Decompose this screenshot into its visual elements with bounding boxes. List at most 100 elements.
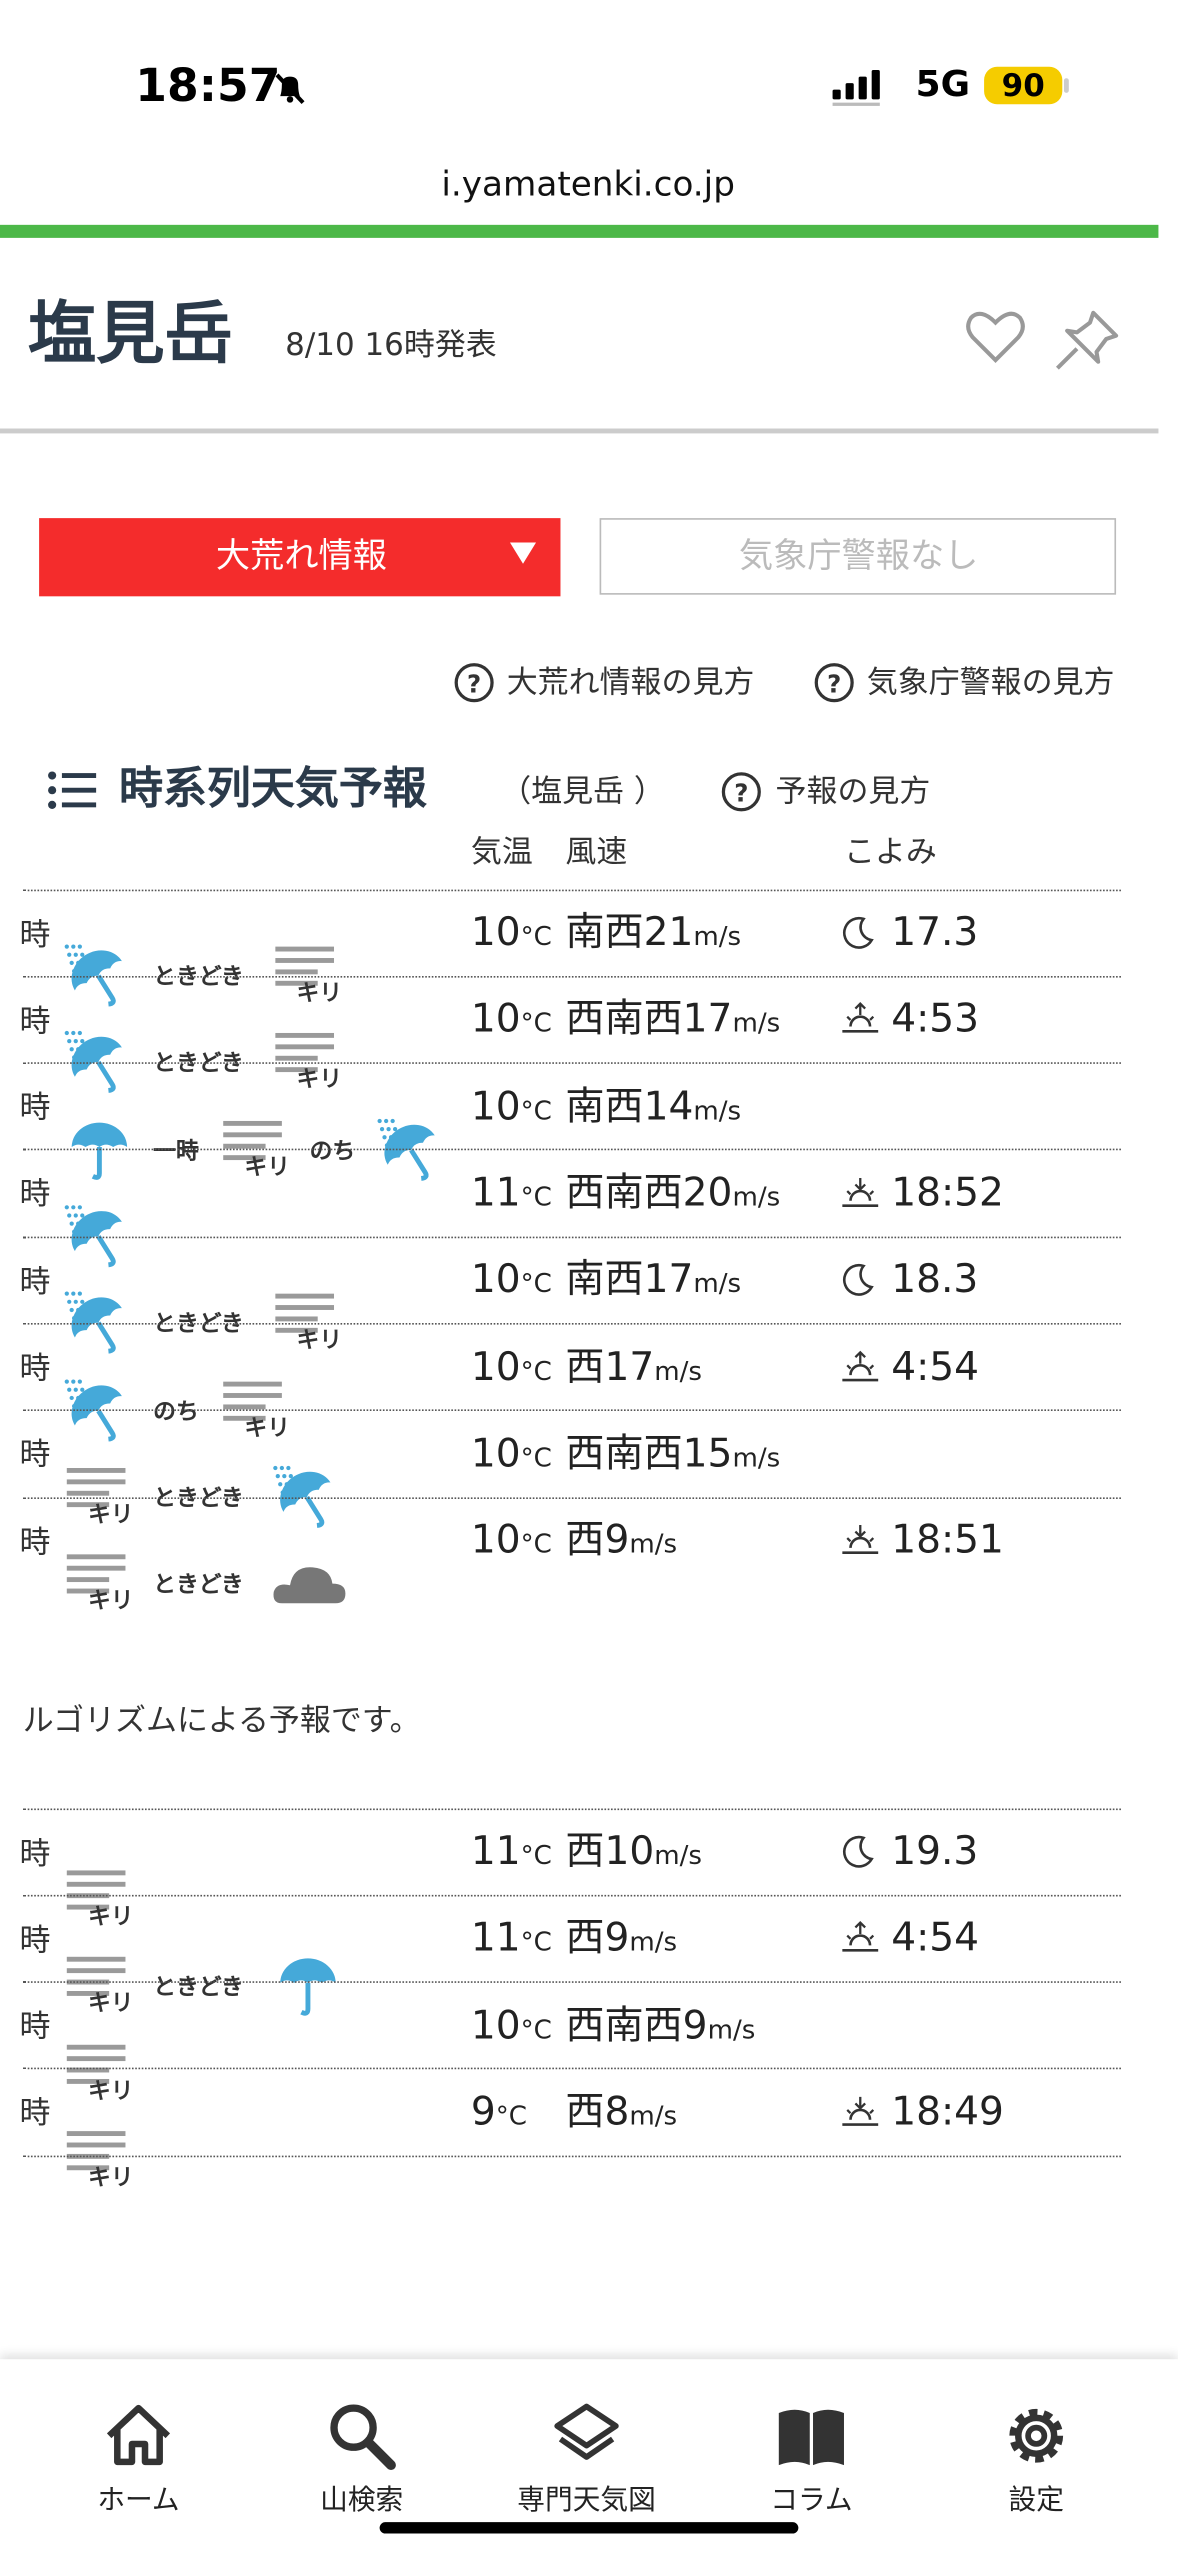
icon-shape <box>80 1299 85 1305</box>
icon-shape <box>66 1479 126 1484</box>
icon-shape <box>384 1124 435 1181</box>
icon-shape <box>73 1213 78 1218</box>
fog-label: キリ <box>88 1904 134 1930</box>
nav-icon[interactable] <box>1000 2400 1072 2472</box>
dropdown-arrow[interactable] <box>509 542 537 564</box>
icon-shape <box>67 1386 72 1392</box>
icon-shape <box>66 1870 126 1876</box>
icon-shape <box>66 2130 126 2136</box>
nav-label[interactable]: 設定 <box>1008 2483 1064 2517</box>
icon-shape <box>275 1033 335 1039</box>
temp-cell: 10°C <box>471 999 552 1038</box>
wind-direction: 南西 <box>565 1082 644 1129</box>
column-header: こよみ <box>843 833 937 870</box>
nav-label[interactable]: コラム <box>770 2483 853 2517</box>
storm-button[interactable] <box>39 518 561 597</box>
help-icon-glyph[interactable]: ? <box>734 777 749 808</box>
temp-unit: °C <box>520 1354 552 1386</box>
icon-shape <box>73 1039 78 1044</box>
icon-shape <box>80 952 85 957</box>
wind-speed: 9 <box>604 1914 630 1961</box>
icon-shape <box>275 1316 318 1322</box>
icon-shape <box>77 944 82 949</box>
help-link[interactable]: 気象庁警報の見方 <box>866 663 1115 700</box>
temp-unit: °C <box>520 2013 552 2045</box>
icon-shape <box>384 1118 389 1123</box>
wind-cell: 西南西9m/s <box>565 2005 755 2044</box>
icon-shape <box>275 1044 335 1050</box>
wind-direction: 西南西 <box>565 1430 683 1476</box>
icon-shape <box>66 1467 126 1473</box>
help-link[interactable]: 予報の見方 <box>775 773 931 809</box>
row-divider <box>22 1322 1121 1325</box>
help-icon[interactable] <box>454 663 494 703</box>
temp-cell: 10°C <box>471 1347 552 1386</box>
nav-label[interactable]: 専門天気図 <box>517 2483 656 2517</box>
time-label: 時 <box>19 2009 51 2045</box>
icon-shape <box>330 2404 377 2451</box>
icon-shape <box>275 969 318 975</box>
icon-shape <box>275 1293 335 1299</box>
wind-unit: m/s <box>693 1094 742 1126</box>
icon-shape <box>66 1501 110 1507</box>
icon-shape <box>66 2044 126 2049</box>
bell-off-icon <box>275 73 305 105</box>
icon-shape <box>842 916 874 949</box>
icon-shape <box>223 1120 282 1126</box>
fog-label: キリ <box>244 1415 290 1441</box>
nav-icon[interactable] <box>776 2400 848 2472</box>
icon-shape <box>223 1403 266 1409</box>
fog-icon: キリ <box>66 1554 134 1614</box>
icon-shape <box>80 1386 85 1392</box>
wind-speed: 9 <box>682 2001 708 2048</box>
fog-icon: キリ <box>66 1467 134 1527</box>
help-icon[interactable] <box>721 772 761 812</box>
help-icon-glyph[interactable]: ? <box>467 668 482 699</box>
wind-unit: m/s <box>732 1007 781 1039</box>
help-icon-glyph[interactable]: ? <box>827 668 842 699</box>
icon-shape <box>80 1039 85 1044</box>
temp-value: 10 <box>470 1517 521 1563</box>
wind-unit: m/s <box>693 1267 742 1299</box>
icon-shape <box>66 1490 110 1496</box>
fog-icon: キリ <box>275 1033 342 1093</box>
nav-icon[interactable] <box>551 2400 623 2472</box>
icon-shape <box>846 1525 875 1543</box>
icon-shape <box>71 950 122 991</box>
nav-label[interactable]: ホーム <box>97 2483 180 2517</box>
icon-shape <box>66 1881 126 1887</box>
time-label: 時 <box>19 1176 51 1213</box>
header-rule <box>0 428 1159 434</box>
nav-label[interactable]: 山検索 <box>320 2483 404 2517</box>
wind-cell: 南西14m/s <box>565 1086 741 1125</box>
favorite-button[interactable] <box>965 306 1027 365</box>
home-indicator <box>379 2522 799 2534</box>
icon-shape <box>846 1921 875 1941</box>
nav-icon[interactable] <box>103 2400 175 2472</box>
pin-button[interactable] <box>1051 306 1123 374</box>
wind-cell: 西9m/s <box>565 1918 677 1957</box>
icon-shape <box>64 1031 69 1036</box>
fog-icon: キリ <box>275 1293 342 1354</box>
rain-icon <box>64 1291 122 1354</box>
icon-shape <box>80 1213 85 1218</box>
icon-shape <box>273 1465 278 1470</box>
time-label: 時 <box>19 1003 51 1040</box>
help-icon[interactable] <box>814 663 854 703</box>
icon-shape <box>48 800 57 809</box>
icon-shape <box>71 1121 128 1147</box>
icon-shape <box>275 980 318 986</box>
weather-text: ときどき <box>153 1485 244 1512</box>
wind-direction: 西南西 <box>565 1169 683 1216</box>
nav-icon[interactable] <box>326 2400 398 2472</box>
icon-shape <box>66 1588 110 1594</box>
storm-button-label[interactable]: 大荒れ情報 <box>215 535 387 575</box>
icon-shape <box>280 1471 331 1528</box>
icon-shape <box>96 974 116 1007</box>
icon-shape <box>48 771 57 780</box>
help-link[interactable]: 大荒れ情報の見方 <box>506 663 755 700</box>
fog-label: キリ <box>297 980 343 1006</box>
fog-icon: キリ <box>223 1380 290 1441</box>
temp-cell: 10°C <box>471 1260 552 1299</box>
url: i.yamatenki.co.jp <box>441 163 735 203</box>
